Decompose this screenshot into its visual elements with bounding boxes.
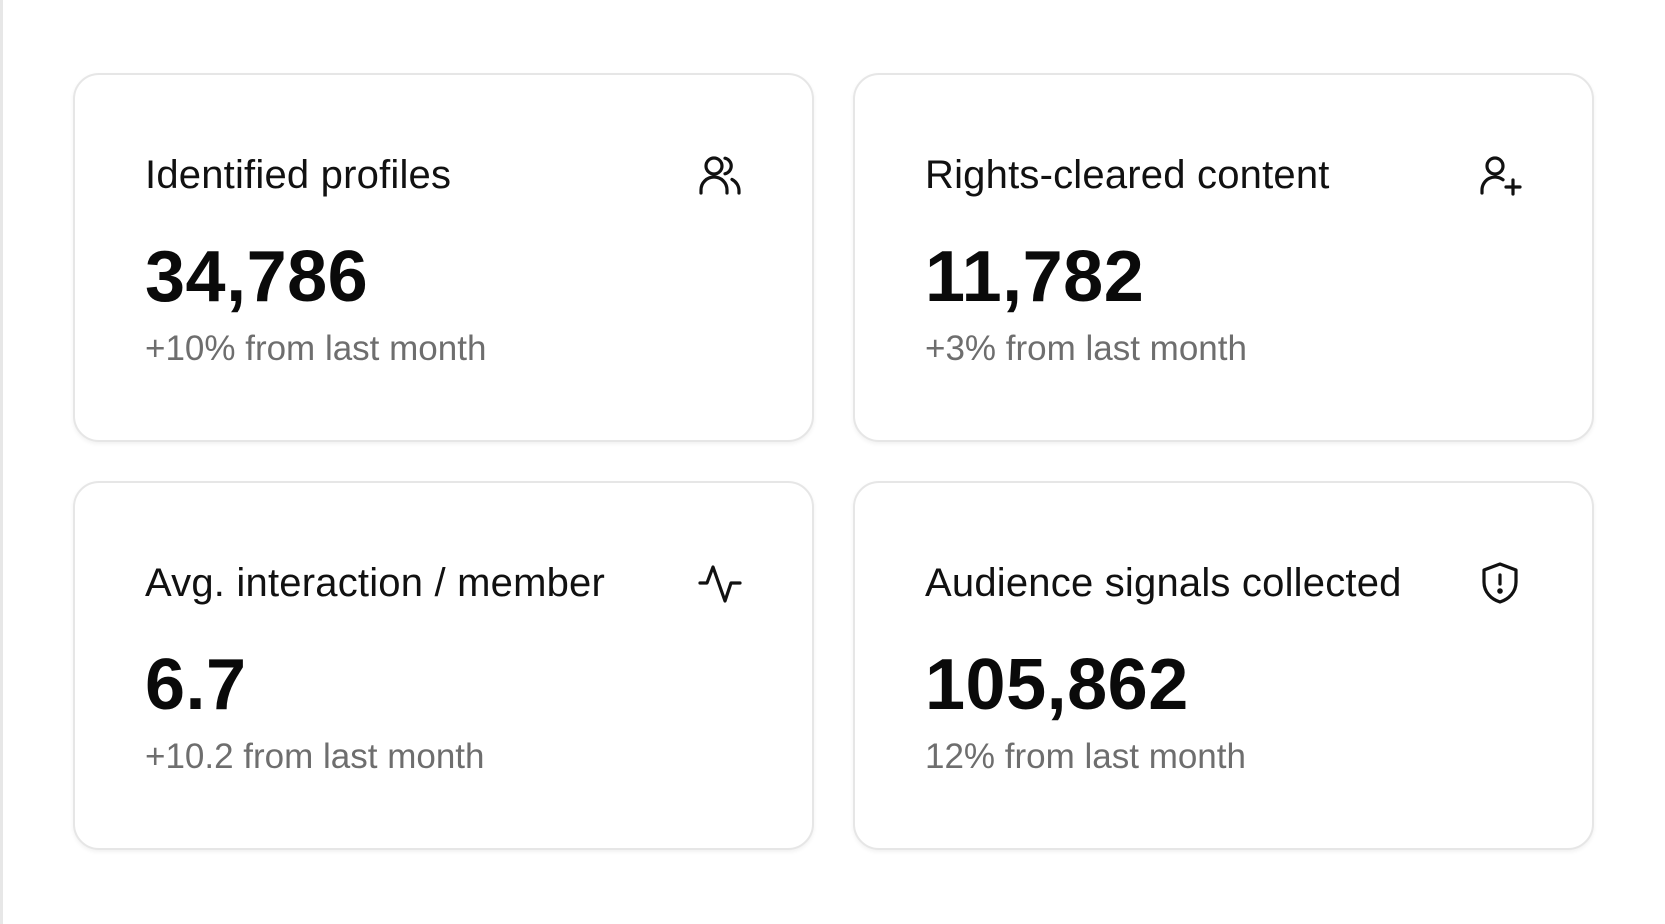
card-title: Rights-cleared content <box>925 153 1330 197</box>
stat-card-rights-cleared-content: Rights-cleared content 11,782 +3% from l… <box>853 73 1594 442</box>
card-title: Avg. interaction / member <box>145 561 606 605</box>
stat-card-audience-signals: Audience signals collected 105,862 12% f… <box>853 481 1594 850</box>
stats-grid: Identified profiles 34,786 +10% from las… <box>73 73 1594 850</box>
card-value: 11,782 <box>925 237 1145 317</box>
left-divider <box>0 0 3 924</box>
card-delta: +10.2 from last month <box>145 737 485 776</box>
card-value: 34,786 <box>145 237 369 317</box>
card-value: 105,862 <box>925 645 1189 725</box>
user-plus-icon <box>1476 151 1524 199</box>
card-delta: +10% from last month <box>145 329 487 368</box>
card-title: Audience signals collected <box>925 561 1402 605</box>
stat-card-avg-interaction: Avg. interaction / member 6.7 +10.2 from… <box>73 481 814 850</box>
shield-alert-icon <box>1476 559 1524 607</box>
card-title: Identified profiles <box>145 153 452 197</box>
card-value: 6.7 <box>145 645 247 725</box>
activity-icon <box>696 559 744 607</box>
stat-card-identified-profiles: Identified profiles 34,786 +10% from las… <box>73 73 814 442</box>
card-delta: 12% from last month <box>925 737 1246 776</box>
card-delta: +3% from last month <box>925 329 1247 368</box>
users-icon <box>696 151 744 199</box>
